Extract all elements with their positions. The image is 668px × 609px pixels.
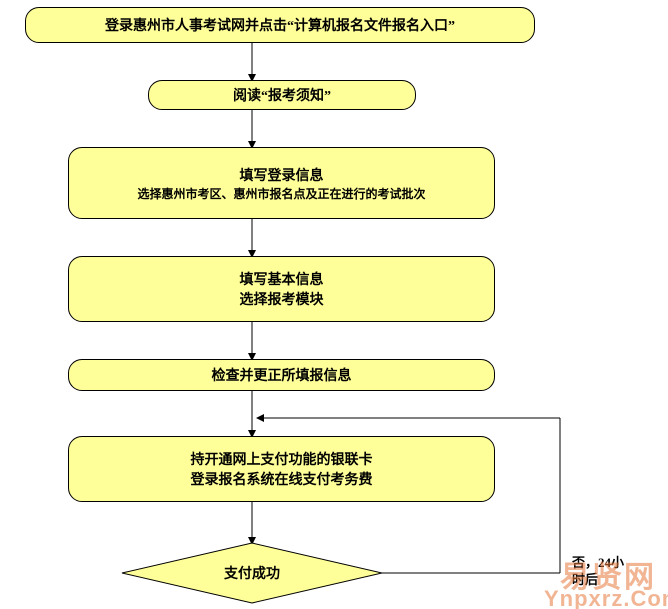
branch-label-no-l2: 时后 <box>572 572 598 587</box>
flow-node-text: 登录报名系统在线支付考务费 <box>69 469 494 489</box>
decision-label: 支付成功 <box>223 565 280 582</box>
decision-diamond <box>122 543 382 603</box>
flow-node-n6: 持开通网上支付功能的银联卡登录报名系统在线支付考务费 <box>68 436 495 502</box>
flow-node-text: 持开通网上支付功能的银联卡 <box>69 449 494 469</box>
flow-node-text: 填写登录信息 <box>69 165 494 185</box>
flow-node-text: 阅读“报考须知” <box>149 85 415 105</box>
flow-node-text: 登录惠州市人事考试网并点击“计算机报名文件报名入口” <box>26 15 534 35</box>
branch-label-no-l1: 否，24小 <box>572 555 624 570</box>
watermark-text-bottom: Ynpxrz.Com <box>544 586 668 609</box>
branch-label-no: 否，24小 时后 <box>572 555 624 589</box>
flow-node-n4: 填写基本信息选择报考模块 <box>68 256 495 322</box>
flow-node-text: 选择惠州市考区、惠州市报名点及正在进行的考试批次 <box>69 185 494 202</box>
flow-node-n3: 填写登录信息选择惠州市考区、惠州市报名点及正在进行的考试批次 <box>68 147 495 219</box>
flow-node-text: 选择报考模块 <box>69 289 494 309</box>
flow-node-text: 填写基本信息 <box>69 269 494 289</box>
flow-node-n5: 检查并更正所填报信息 <box>68 359 495 391</box>
flow-node-n2: 阅读“报考须知” <box>148 80 416 110</box>
flow-node-text: 检查并更正所填报信息 <box>69 365 494 385</box>
flow-node-n1: 登录惠州市人事考试网并点击“计算机报名文件报名入口” <box>25 7 535 43</box>
